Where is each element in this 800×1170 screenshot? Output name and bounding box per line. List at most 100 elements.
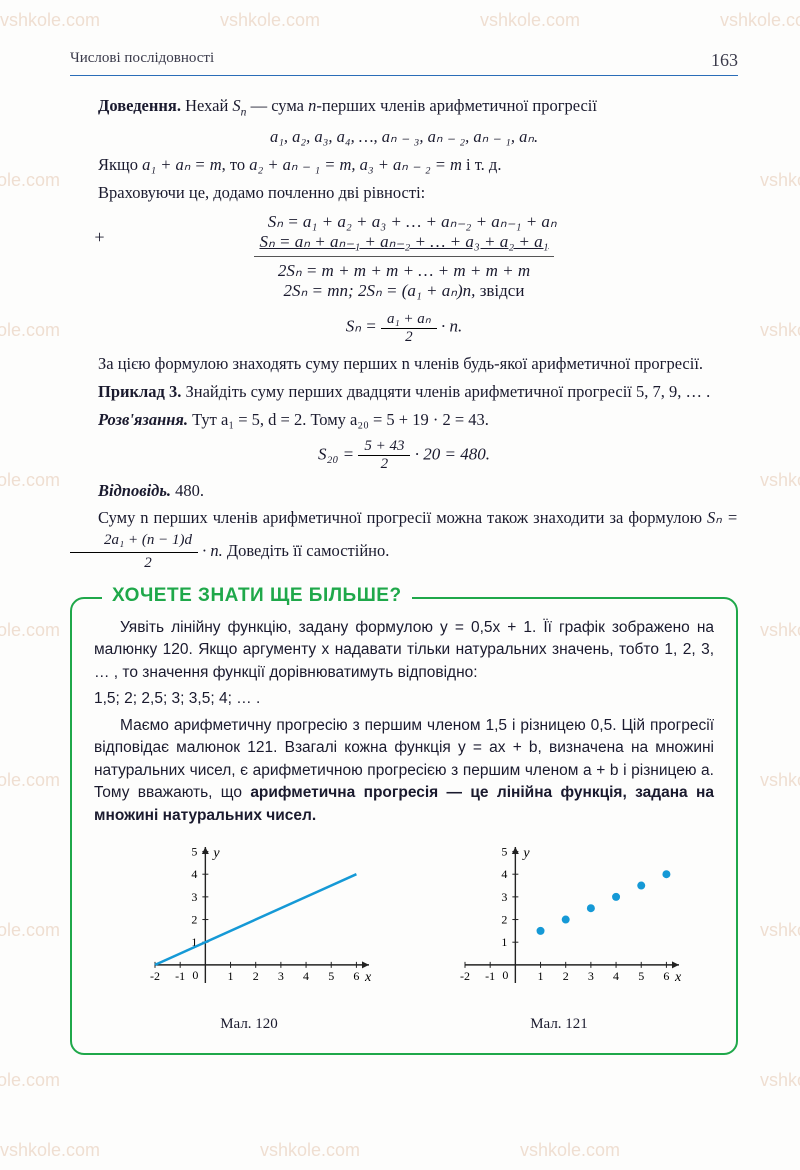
chart-121-caption: Мал. 121 [429,1016,689,1033]
solution: Розв'язання. Тут a₁ = 5, d = 2. Тому a₂₀… [70,408,738,432]
svg-text:0: 0 [192,968,198,982]
fraction: 2a₁ + (n − 1)d 2 [70,530,198,575]
hr [254,256,554,257]
txt: Якщо [98,155,142,174]
txt: 480. [171,481,204,500]
var-s: S [232,96,240,115]
txt: Суму n перших членів арифметичної прогре… [98,508,707,527]
watermark-text: vshkole.com [260,1140,360,1161]
section-title: Числові послідовності [70,50,214,71]
eq6-post: · 20 = 480. [415,444,490,463]
txt: Тут a₁ = 5, d = 2. Тому a₂₀ = 5 + 19 · 2… [188,410,489,429]
math: a₂ + aₙ ₋ ₁ = m, a₃ + aₙ ₋ ₂ = m [249,155,462,174]
sequence-members: a₁, a₂, a₃, a₄, …, aₙ ₋ ₃, aₙ ₋ ₂, aₙ ₋ … [70,125,738,149]
page-header: Числові послідовності 163 [70,50,738,76]
svg-text:4: 4 [303,969,309,983]
math: a₁ + aₙ = m [142,155,222,174]
txt: -перших членів арифметичної прогресії [316,96,597,115]
svg-text:3: 3 [501,890,507,904]
box-seq: 1,5; 2; 2,5; 3; 3,5; 4; … . [94,688,714,710]
svg-text:1: 1 [538,969,544,983]
frac-num: 2a₁ + (n − 1)d [70,530,198,553]
alt-formula: Суму n перших членів арифметичної прогре… [70,506,738,574]
svg-text:-2: -2 [150,969,160,983]
svg-text:2: 2 [563,969,569,983]
answer: Відповідь. 480. [70,479,738,503]
chart-120-wrap: -2-1012345612345xy Мал. 120 [119,837,379,1033]
frac-den: 2 [358,456,410,473]
svg-text:5: 5 [191,845,197,859]
svg-text:-2: -2 [460,969,470,983]
add-equalities: Враховуючи це, додамо почленно дві рівно… [70,181,738,205]
eq5-pre: Sₙ = [346,316,381,335]
formula-usage: За цією формулою знаходять суму перших n… [70,352,738,376]
frac-den: 2 [70,553,198,575]
svg-text:4: 4 [191,867,197,881]
svg-text:6: 6 [353,969,359,983]
eq-final: Sₙ = a₁ + aₙ 2 · n. [70,309,738,346]
svg-text:x: x [364,970,372,985]
fraction: 5 + 43 2 [358,438,410,473]
svg-text:5: 5 [328,969,334,983]
eq-line2: Sₙ = aₙ + aₙ₋₁ + aₙ₋₂ + … + a₃ + a₂ + a₁ [259,232,548,251]
txt: і т. д. [462,155,502,174]
svg-text:6: 6 [663,969,669,983]
know-more-box: ХОЧЕТЕ ЗНАТИ ЩЕ БІЛЬШЕ? Уявіть лінійну ф… [70,597,738,1055]
chart-120: -2-1012345612345xy [119,837,379,1007]
eq-line4b: звідси [475,281,524,300]
txt: Доведіть її самостійно. [227,541,390,560]
box-title: ХОЧЕТЕ ЗНАТИ ЩЕ БІЛЬШЕ? [102,585,412,607]
svg-text:4: 4 [501,867,507,881]
eq5-post: · n. [441,316,462,335]
eq-line3: 2Sₙ = m + m + m + … + m + m + m [278,261,530,280]
proof-label: Доведення. [98,96,181,115]
plus-sign: + [93,227,105,247]
eq7-pre: Sₙ = [707,508,738,527]
svg-text:x: x [674,970,682,985]
watermark-text: vshkole.com [0,1140,100,1161]
svg-text:3: 3 [191,890,197,904]
svg-text:-1: -1 [175,969,185,983]
example-label: Приклад 3. [98,382,181,401]
chart-121-wrap: -2 -1 0 1 2 3 4 5 6 1 2 3 4 5 x y Мал. 121 [429,837,689,1033]
eq6-pre: S₂₀ = [318,444,358,463]
fraction: a₁ + aₙ 2 [381,309,437,346]
page-content: Числові послідовності 163 Доведення. Нех… [0,0,800,1085]
seq-text: a₁, a₂, a₃, a₄, …, aₙ ₋ ₃, aₙ ₋ ₂, aₙ ₋ … [270,127,538,146]
svg-text:2: 2 [191,913,197,927]
svg-text:1: 1 [228,969,234,983]
svg-text:1: 1 [501,935,507,949]
watermark-text: vshkole.com [520,1140,620,1161]
svg-text:2: 2 [253,969,259,983]
svg-text:4: 4 [613,969,619,983]
txt: Знайдіть суму перших двадцяти членів ари… [181,382,710,401]
eq-line4a: 2Sₙ = mn; 2Sₙ = (a₁ + aₙ)n, [284,281,476,300]
svg-text:3: 3 [588,969,594,983]
frac-num: 5 + 43 [358,438,410,456]
box-p2: Маємо арифметичну прогресію з першим чле… [94,715,714,827]
svg-text:-1: -1 [485,969,495,983]
page-number: 163 [711,50,738,71]
eq7-post: · n. [202,541,223,560]
frac-den: 2 [381,329,437,346]
answer-label: Відповідь. [98,481,171,500]
equation-s20: S₂₀ = 5 + 43 2 · 20 = 480. [70,438,738,473]
chart-121: -2 -1 0 1 2 3 4 5 6 1 2 3 4 5 x y [429,837,689,1007]
svg-text:5: 5 [638,969,644,983]
box-p1: Уявіть лінійну функцію, задану формулою … [94,617,714,684]
svg-text:y: y [211,846,220,861]
svg-text:2: 2 [501,913,507,927]
svg-text:y: y [521,846,530,861]
example-3: Приклад 3. Знайдіть суму перших двадцяти… [70,380,738,404]
chart-120-caption: Мал. 120 [119,1016,379,1033]
txt: Нехай [181,96,232,115]
solution-label: Розв'язання. [98,410,188,429]
svg-text:0: 0 [502,968,508,982]
charts-row: -2 -1 0 1 2 3 4 5 6 1 2 3 4 5 x y Мал. 120 -2 -1 0 1 2 3 4 5 6 1… [94,837,714,1033]
svg-text:5: 5 [501,845,507,859]
txt: , то [222,155,250,174]
equation-block: + Sₙ = a₁ + a₂ + a₃ + … + aₙ₋₂ + aₙ₋₁ + … [70,211,738,346]
txt: — сума [246,96,308,115]
frac-num: a₁ + aₙ [381,309,437,329]
if-clause: Якщо a₁ + aₙ = m, то a₂ + aₙ ₋ ₁ = m, a₃… [70,153,738,177]
